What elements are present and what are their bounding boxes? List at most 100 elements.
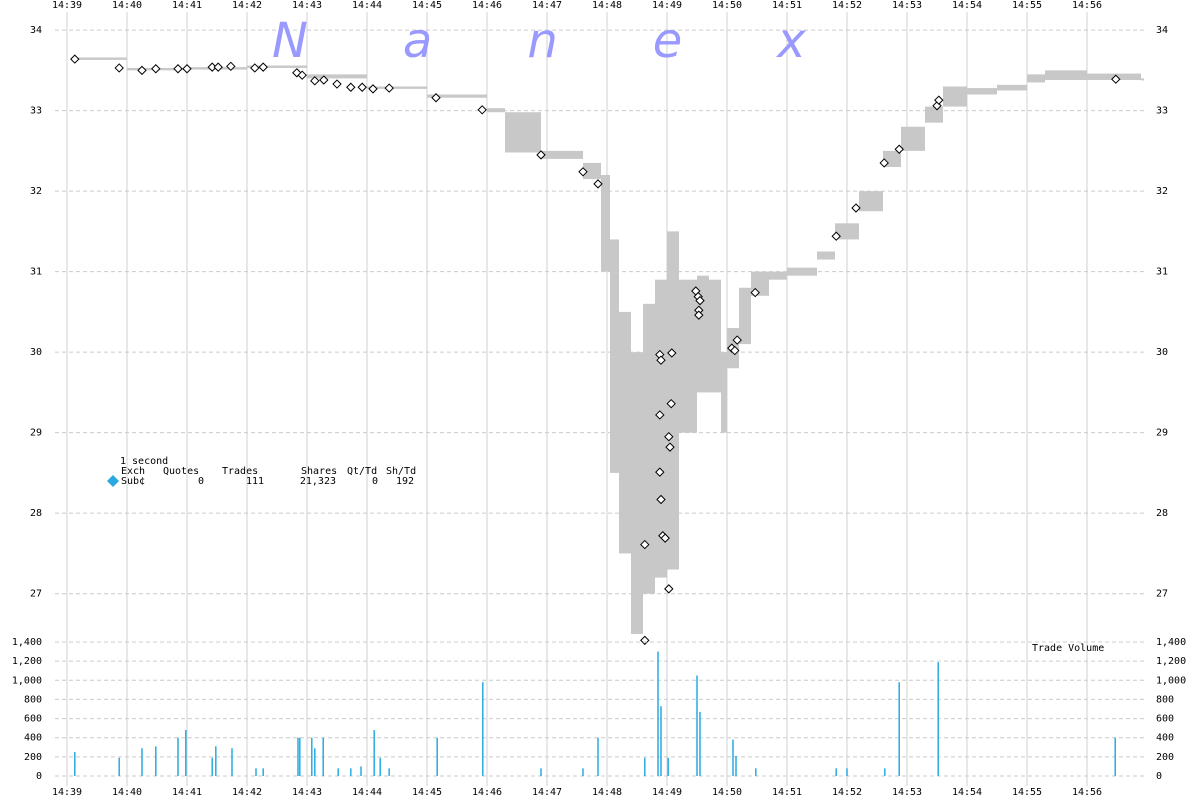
volume-bar bbox=[660, 706, 662, 776]
volume-bar bbox=[835, 768, 837, 776]
x-tick-label: 14:41 bbox=[172, 787, 202, 798]
volume-bar bbox=[696, 675, 698, 776]
x-tick-label: 14:55 bbox=[1012, 787, 1042, 798]
y-tick-label-left: 1,000 bbox=[12, 675, 42, 686]
quote-band bbox=[943, 86, 967, 107]
legend-header: Quotes bbox=[163, 466, 199, 477]
y-tick-label-right: 1,000 bbox=[1156, 675, 1186, 686]
x-tick-label: 14:49 bbox=[652, 0, 682, 11]
x-tick-label: 14:42 bbox=[232, 787, 262, 798]
trade-marker bbox=[593, 179, 603, 189]
x-tick-label: 14:45 bbox=[412, 0, 442, 11]
y-tick-label-right: 200 bbox=[1156, 752, 1174, 763]
volume-bar bbox=[597, 737, 599, 776]
trade-marker bbox=[934, 95, 944, 105]
trade-marker bbox=[332, 79, 342, 89]
quote-band bbox=[583, 162, 601, 180]
y-tick-label-left: 32 bbox=[30, 186, 42, 197]
trade-marker bbox=[656, 355, 666, 365]
volume-bar bbox=[667, 757, 669, 776]
quote-band bbox=[925, 106, 943, 123]
quote-band bbox=[997, 84, 1027, 91]
volume-bar bbox=[255, 768, 257, 776]
trade-marker bbox=[137, 65, 147, 76]
quote-band bbox=[709, 279, 721, 393]
trade-marker bbox=[114, 63, 124, 73]
y-tick-label-left: 200 bbox=[24, 752, 42, 763]
trade-marker bbox=[70, 54, 80, 64]
trade-marker bbox=[660, 533, 670, 543]
volume-bar bbox=[118, 757, 120, 776]
legend-marker bbox=[107, 475, 119, 487]
trade-marker bbox=[536, 150, 546, 160]
quote-band bbox=[619, 311, 631, 554]
trade-marker bbox=[664, 584, 674, 594]
quote-band bbox=[859, 191, 883, 212]
volume-bar bbox=[540, 768, 542, 776]
quote-band bbox=[601, 175, 610, 272]
trade-marker bbox=[250, 63, 260, 73]
y-tick-label-left: 29 bbox=[30, 428, 42, 439]
volume-bar bbox=[231, 748, 233, 776]
volume-bar bbox=[155, 746, 157, 776]
volume-bar bbox=[379, 757, 381, 776]
quote-band bbox=[787, 267, 817, 276]
panel-label: Trade Volume bbox=[1032, 643, 1104, 654]
y-tick-label-left: 400 bbox=[24, 733, 42, 744]
quote-band bbox=[1045, 70, 1087, 81]
trade-marker bbox=[694, 310, 704, 320]
volume-bar bbox=[373, 730, 375, 776]
volume-bar bbox=[337, 768, 339, 776]
legend-cell: Sub¢ bbox=[121, 476, 145, 487]
trade-marker bbox=[656, 494, 666, 505]
trade-marker bbox=[851, 203, 861, 213]
trade-marker bbox=[310, 76, 320, 86]
x-tick-label: 14:50 bbox=[712, 787, 742, 798]
trade-marker bbox=[477, 105, 487, 115]
trade-marker bbox=[831, 231, 841, 241]
volume-bar bbox=[732, 739, 734, 776]
volume-bar bbox=[898, 682, 900, 776]
quote-band bbox=[631, 352, 643, 634]
legend-header: Shares bbox=[301, 466, 337, 477]
y-tick-label-right: 800 bbox=[1156, 694, 1174, 705]
quote-band bbox=[247, 65, 307, 68]
volume-bar bbox=[755, 768, 757, 776]
trade-marker bbox=[732, 335, 742, 345]
trade-marker bbox=[578, 167, 588, 177]
x-tick-label: 14:44 bbox=[352, 787, 382, 798]
y-tick-label-left: 34 bbox=[30, 25, 42, 36]
x-tick-label: 14:43 bbox=[292, 0, 322, 11]
trade-marker bbox=[368, 84, 378, 94]
trade-marker bbox=[151, 64, 161, 74]
volume-bar bbox=[314, 748, 316, 776]
y-tick-label-right: 0 bbox=[1156, 771, 1162, 782]
legend-cell: 0 bbox=[198, 476, 204, 487]
x-tick-label: 14:51 bbox=[772, 787, 802, 798]
trade-marker bbox=[226, 61, 236, 72]
y-tick-label-right: 600 bbox=[1156, 714, 1174, 725]
trade-marker bbox=[297, 70, 307, 80]
volume-bar bbox=[735, 755, 737, 776]
trade-marker bbox=[357, 82, 367, 92]
volume-bar bbox=[74, 752, 76, 776]
y-tick-label-right: 27 bbox=[1156, 589, 1168, 600]
trade-marker bbox=[655, 467, 665, 477]
trade-marker bbox=[730, 345, 740, 356]
y-tick-label-left: 0 bbox=[36, 771, 42, 782]
legend-cell: 0 bbox=[372, 476, 378, 487]
y-tick-label-right: 31 bbox=[1156, 267, 1168, 278]
x-tick-label: 14:54 bbox=[952, 787, 982, 798]
volume-bar bbox=[211, 757, 213, 776]
quote-band bbox=[505, 112, 541, 153]
quote-band bbox=[541, 150, 583, 159]
volume-bar bbox=[482, 682, 484, 776]
quote-band bbox=[679, 279, 697, 433]
quote-band bbox=[1141, 78, 1144, 81]
x-tick-label: 14:56 bbox=[1072, 0, 1102, 11]
volume-bar bbox=[846, 768, 848, 776]
x-tick-label: 14:46 bbox=[472, 787, 502, 798]
volume-bar bbox=[299, 737, 301, 776]
trade-marker bbox=[258, 62, 268, 72]
